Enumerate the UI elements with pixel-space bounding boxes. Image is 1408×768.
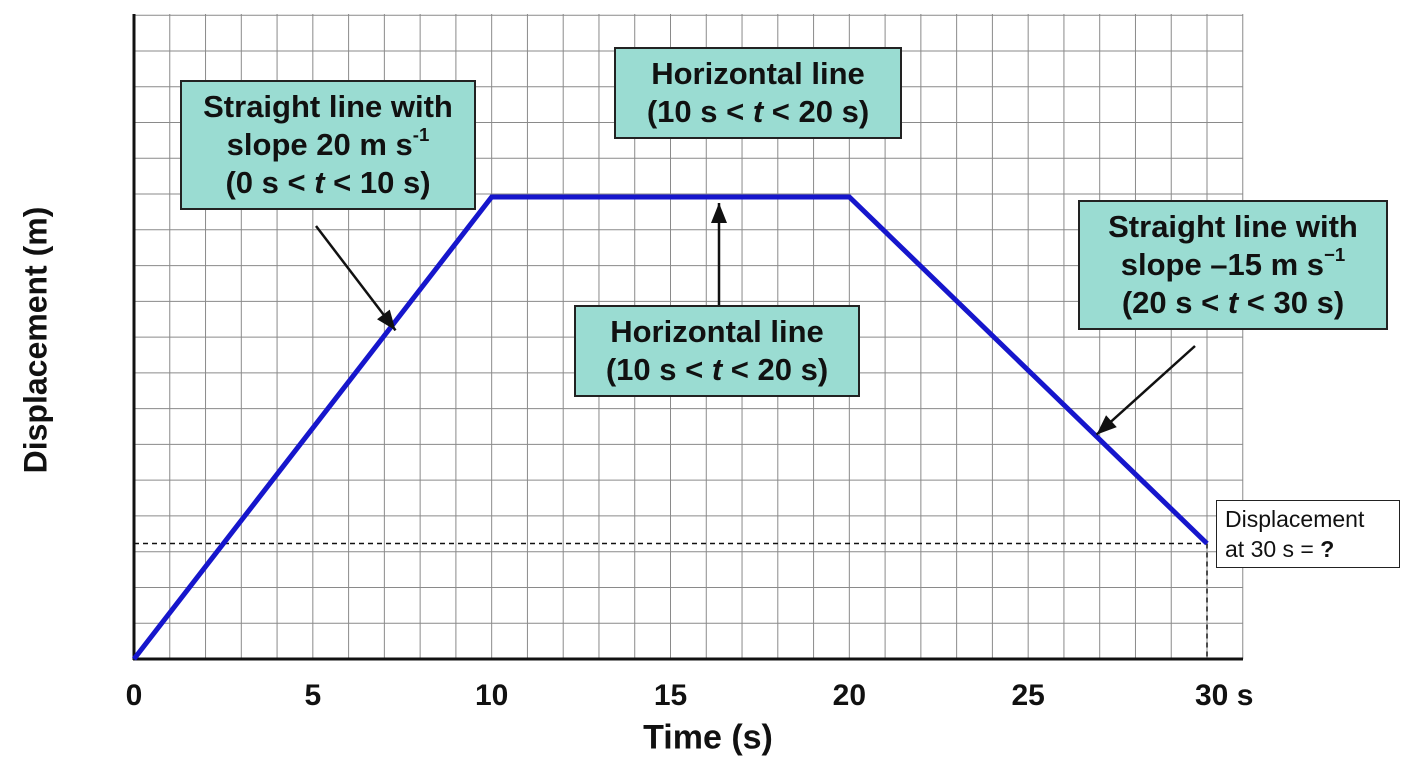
x-tick-label: 25 xyxy=(1011,679,1044,712)
annotation-flat-middle-range-end: < 20 s) xyxy=(722,352,829,387)
annotation-flat-top-range-var: t xyxy=(752,94,764,129)
annotation-fall-line3: (20 s < t < 30 s) xyxy=(1088,284,1378,322)
arrow-shaft xyxy=(1095,345,1196,436)
x-tick-label: 30 s xyxy=(1195,679,1253,712)
arrow-head xyxy=(377,309,396,331)
annotation-fall-line2: slope –15 m s−1 xyxy=(1088,243,1378,284)
annotation-rise-line3: (0 s < t < 10 s) xyxy=(190,164,466,202)
annotation-flat-middle-line1: Horizontal line xyxy=(610,314,824,349)
series-line xyxy=(132,194,1209,661)
annotation-flat-middle-range-var: t xyxy=(711,352,723,387)
arrow-shaft xyxy=(315,225,397,332)
data-point xyxy=(848,196,850,198)
annotation-flat-top: Horizontal line (10 s < t < 20 s) xyxy=(614,47,902,139)
data-point xyxy=(1206,543,1208,544)
annotation-fall-range-end: < 30 s) xyxy=(1238,285,1345,320)
question-line1: Displacement xyxy=(1225,506,1365,532)
x-tick-label: 20 xyxy=(833,679,866,712)
annotation-flat-top-line2: (10 s < t < 20 s) xyxy=(624,93,892,131)
annotation-rise-line1: Straight line with xyxy=(203,89,453,124)
annotation-rise-range-end: < 10 s) xyxy=(324,165,431,200)
y-axis-label: Displacement (m) xyxy=(17,206,54,474)
annotation-fall: Straight line with slope –15 m s−1 (20 s… xyxy=(1078,200,1388,330)
data-point xyxy=(491,196,493,198)
annotation-rise-range-var: t xyxy=(314,165,325,200)
x-tick-label: 10 xyxy=(475,679,508,712)
arrow-flat xyxy=(711,203,727,305)
annotation-flat-middle: Horizontal line (10 s < t < 20 s) xyxy=(574,305,860,397)
arrow-head xyxy=(711,203,727,223)
annotation-arrows xyxy=(315,203,1196,436)
annotation-fall-slope-exponent: −1 xyxy=(1324,243,1346,265)
axes xyxy=(132,14,1243,661)
question-mark: ? xyxy=(1320,536,1335,562)
arrow-head xyxy=(1096,415,1117,435)
x-tick-label: 5 xyxy=(304,679,321,712)
annotation-fall-slope: slope –15 m s xyxy=(1120,247,1325,282)
x-tick-label: 0 xyxy=(126,679,143,712)
arrow-fall xyxy=(1095,345,1196,436)
annotation-fall-range-var: t xyxy=(1227,285,1239,320)
annotation-rise-range-start: (0 s < xyxy=(225,165,315,200)
series-displacement xyxy=(132,194,1209,661)
annotation-flat-middle-range-start: (10 s < xyxy=(605,352,712,387)
annotation-rise-slope: slope 20 m s xyxy=(226,127,413,162)
arrow-rise xyxy=(315,225,397,332)
annotation-rise-slope-exponent: -1 xyxy=(412,123,430,145)
x-tick-label: 15 xyxy=(654,679,687,712)
annotation-rise: Straight line with slope 20 m s-1 (0 s <… xyxy=(180,80,476,210)
question-text: at 30 s = xyxy=(1225,536,1321,562)
x-axis-label: Time (s) xyxy=(643,718,773,757)
annotation-fall-line1: Straight line with xyxy=(1108,209,1358,244)
question-line2: at 30 s = ? xyxy=(1225,534,1391,564)
displacement-question-box: Displacement at 30 s = ? xyxy=(1216,500,1400,568)
annotation-flat-middle-line2: (10 s < t < 20 s) xyxy=(584,351,850,389)
annotation-rise-line2: slope 20 m s-1 xyxy=(190,123,466,164)
data-point xyxy=(133,658,135,660)
x-tick-labels: 0 5 10 15 20 25 30 s xyxy=(126,679,1254,712)
annotation-flat-top-range-start: (10 s < xyxy=(646,94,753,129)
guide-lines xyxy=(134,542,1208,659)
annotation-fall-range-start: (20 s < xyxy=(1121,285,1228,320)
annotation-flat-top-range-end: < 20 s) xyxy=(763,94,870,129)
annotation-flat-top-line1: Horizontal line xyxy=(651,56,865,91)
